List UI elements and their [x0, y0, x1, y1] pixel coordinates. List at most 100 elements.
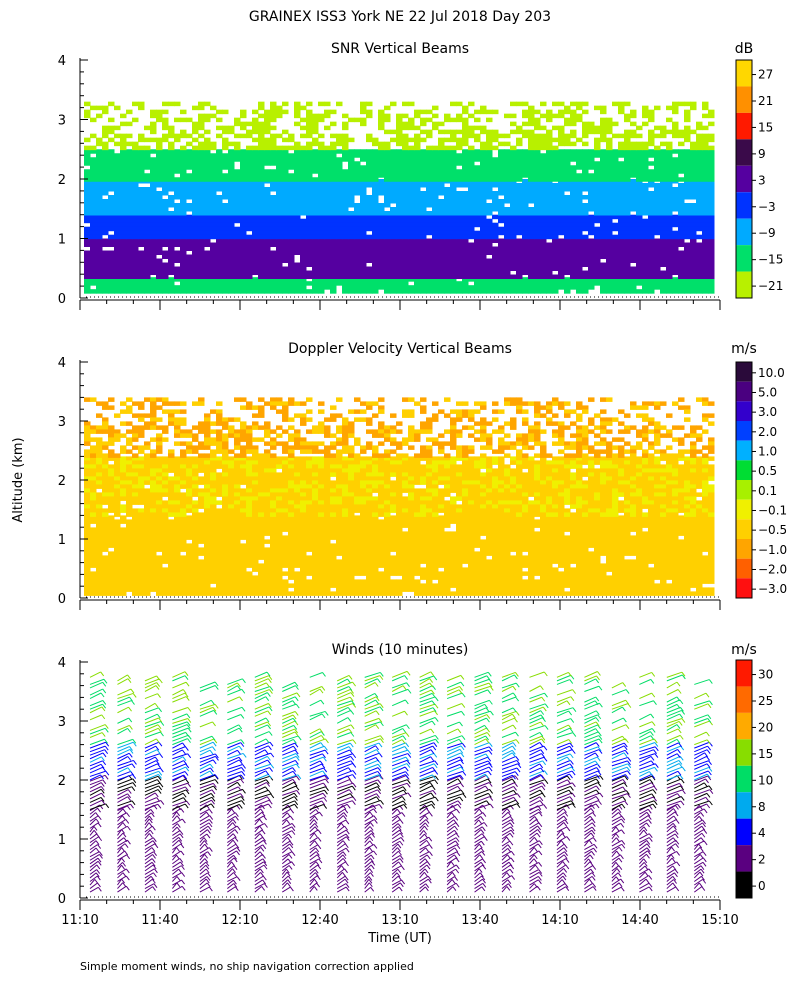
heatmap-cell: [660, 183, 667, 188]
heatmap-cell: [660, 199, 667, 204]
heatmap-cell: [414, 149, 421, 154]
heatmap-cell: [438, 165, 445, 170]
heatmap-cell: [156, 246, 163, 251]
heatmap-cell: [456, 169, 463, 174]
heatmap-cell: [624, 238, 631, 243]
heatmap-cell: [432, 125, 439, 131]
heatmap-cell: [168, 262, 175, 267]
heatmap-cell: [630, 195, 637, 200]
heatmap-cell: [150, 125, 157, 131]
heatmap-cell: [510, 523, 517, 528]
heatmap-cell: [690, 266, 697, 271]
heatmap-cell: [690, 129, 697, 135]
heatmap-cell: [606, 157, 613, 162]
heatmap-cell: [216, 266, 223, 271]
heatmap-cell: [336, 183, 343, 188]
heatmap-cell: [300, 230, 307, 236]
heatmap-cell: [432, 183, 439, 188]
heatmap-cell: [204, 519, 211, 524]
heatmap-cell: [84, 199, 91, 204]
heatmap-cell: [462, 230, 469, 236]
heatmap-cell: [678, 214, 685, 220]
heatmap-cell: [486, 289, 493, 294]
heatmap-cell: [222, 157, 229, 162]
heatmap-cell: [516, 153, 523, 158]
heatmap-cell: [282, 218, 289, 224]
heatmap-cell: [594, 266, 601, 271]
heatmap-cell: [708, 531, 715, 536]
heatmap-cell: [90, 254, 97, 259]
heatmap-cell: [576, 113, 583, 119]
heatmap-cell: [132, 226, 139, 232]
heatmap-cell: [342, 191, 349, 196]
heatmap-cell: [534, 218, 541, 224]
heatmap-cell: [96, 250, 103, 255]
heatmap-cell: [318, 199, 325, 204]
heatmap-cell: [372, 214, 379, 220]
heatmap-cell: [462, 523, 469, 528]
heatmap-cell: [612, 191, 619, 196]
heatmap-cell: [570, 274, 577, 279]
heatmap-cell: [252, 222, 259, 228]
heatmap-cell: [132, 161, 139, 166]
heatmap-cell: [270, 125, 277, 131]
heatmap-cell: [180, 270, 187, 275]
heatmap-cell: [222, 258, 229, 263]
heatmap-cell: [456, 195, 463, 200]
heatmap-cell: [684, 129, 691, 135]
heatmap-cell: [294, 113, 301, 119]
heatmap-cell: [420, 218, 427, 224]
heatmap-cell: [552, 195, 559, 200]
heatmap-cell: [450, 246, 457, 251]
heatmap-cell: [630, 289, 637, 294]
heatmap-cell: [234, 234, 241, 240]
heatmap-cell: [600, 214, 607, 220]
heatmap-cell: [402, 250, 409, 255]
heatmap-cell: [474, 187, 481, 192]
heatmap-cell: [264, 191, 271, 196]
heatmap-cell: [618, 195, 625, 200]
heatmap-cell: [216, 207, 223, 212]
heatmap-cell: [426, 230, 433, 236]
heatmap-cell: [276, 246, 283, 251]
heatmap-cell: [84, 285, 91, 290]
heatmap-cell: [630, 222, 637, 228]
heatmap-cell: [162, 277, 169, 282]
heatmap-cell: [624, 230, 631, 236]
heatmap-cell: [438, 161, 445, 166]
heatmap-cell: [198, 113, 205, 119]
heatmap-cell: [426, 262, 433, 267]
heatmap-cell: [558, 173, 565, 178]
heatmap-cell: [546, 214, 553, 220]
heatmap-cell: [426, 242, 433, 247]
heatmap-cell: [450, 165, 457, 170]
heatmap-cell: [360, 527, 367, 532]
heatmap-cell: [438, 211, 445, 216]
heatmap-cell: [204, 281, 211, 286]
heatmap-cell: [384, 113, 391, 119]
heatmap-cell: [642, 157, 649, 162]
heatmap-cell: [552, 161, 559, 166]
heatmap-cell: [300, 515, 307, 520]
heatmap-cell: [366, 203, 373, 208]
heatmap-cell: [270, 105, 277, 111]
heatmap-cell: [198, 145, 205, 151]
heatmap-cell: [450, 519, 457, 524]
heatmap-cell: [600, 203, 607, 208]
heatmap-cell: [360, 105, 367, 111]
heatmap-cell: [234, 191, 241, 196]
heatmap-cell: [330, 527, 337, 532]
heatmap-cell: [222, 266, 229, 271]
heatmap-cell: [378, 149, 385, 154]
heatmap-cell: [426, 187, 433, 192]
heatmap-cell: [480, 105, 487, 111]
heatmap-cell: [690, 177, 697, 182]
heatmap-cell: [636, 226, 643, 232]
heatmap-cell: [198, 519, 205, 524]
heatmap-cell: [690, 289, 697, 294]
heatmap-cell: [330, 214, 337, 220]
heatmap-cell: [282, 250, 289, 255]
heatmap-cell: [540, 277, 547, 282]
heatmap-cell: [414, 246, 421, 251]
heatmap-cell: [342, 250, 349, 255]
